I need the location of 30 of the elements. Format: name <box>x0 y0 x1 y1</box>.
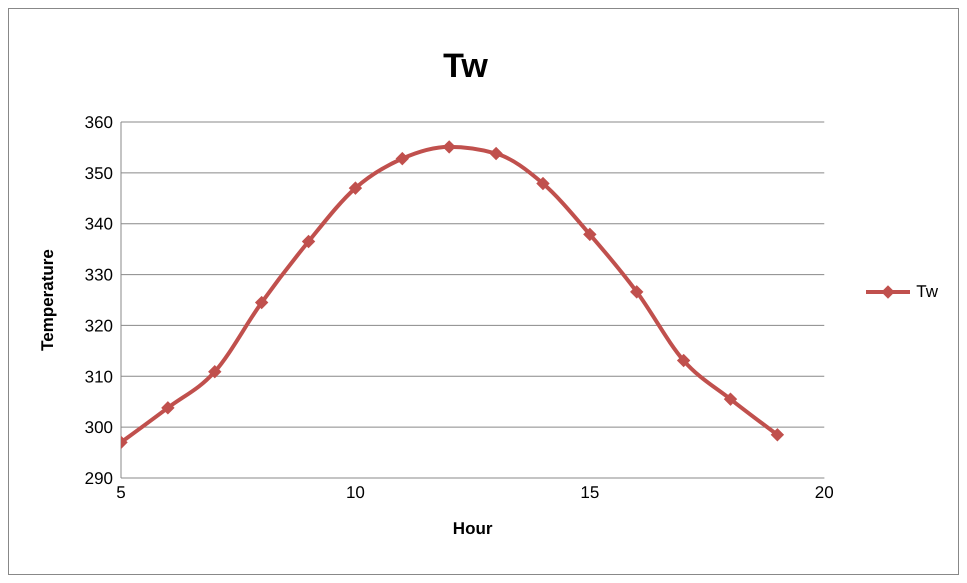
y-tick-label: 360 <box>84 113 113 132</box>
point <box>302 235 316 248</box>
y-tick-label: 320 <box>84 316 113 336</box>
point <box>442 140 456 154</box>
x-tick-label: 15 <box>580 483 600 502</box>
x-tick-label: 20 <box>814 483 834 502</box>
point <box>348 182 362 195</box>
point <box>396 152 409 166</box>
y-tick-label: 300 <box>84 418 113 438</box>
y-tick-label: 330 <box>84 266 113 285</box>
point <box>630 285 644 298</box>
point <box>677 354 690 368</box>
chart-title: Tw <box>443 47 488 85</box>
x-tick-label: 10 <box>346 483 365 502</box>
legend-label: Tw <box>916 282 938 302</box>
x-tick-label: 5 <box>116 483 126 502</box>
point <box>583 228 596 241</box>
point <box>208 365 222 378</box>
y-tick-label: 310 <box>84 367 113 386</box>
point <box>536 177 550 190</box>
point <box>770 428 784 442</box>
point <box>490 147 503 160</box>
point <box>724 392 737 406</box>
point <box>255 296 268 310</box>
point <box>161 401 174 414</box>
y-tick-label: 350 <box>84 164 113 183</box>
y-axis-title: Temperature <box>38 249 58 351</box>
x-axis-title: Hour <box>452 519 493 538</box>
y-tick-label: 290 <box>84 469 113 488</box>
y-tick-label: 340 <box>84 214 113 234</box>
